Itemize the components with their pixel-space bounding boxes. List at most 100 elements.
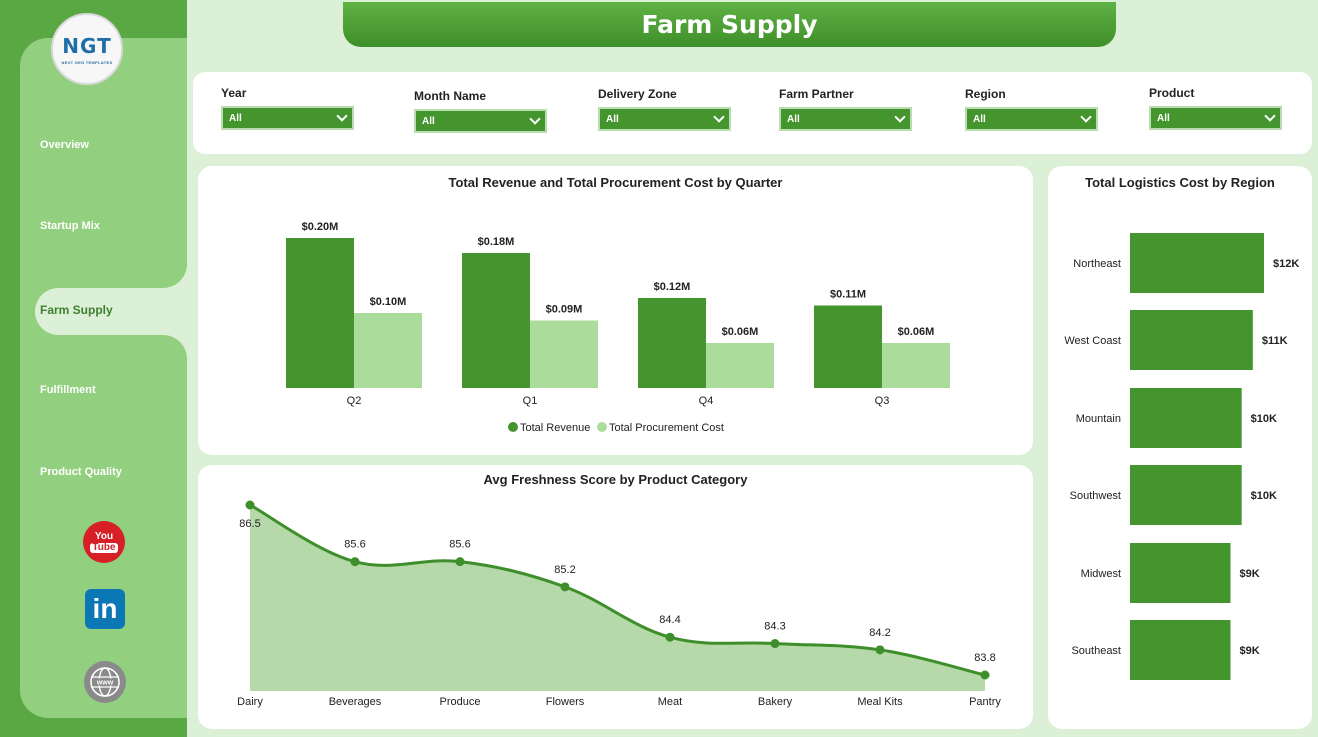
logistics-title: Total Logistics Cost by Region [1085, 175, 1275, 190]
web-text: www [96, 680, 114, 687]
bar-total-procurement-cost-q3 [882, 343, 950, 388]
sidebar-item-fulfillment[interactable]: Fulfillment [40, 384, 96, 396]
data-label: $12K [1273, 258, 1299, 270]
globe-icon: www [90, 667, 120, 697]
bar-total-procurement-cost-q1 [530, 320, 598, 388]
data-label: $0.12M [654, 281, 691, 293]
logo-subtext: NEXT GEN TEMPLATES [61, 59, 113, 65]
filter-farm-partner-dropdown[interactable]: All [779, 107, 912, 131]
data-label: 84.2 [869, 627, 890, 639]
data-label: $10K [1251, 490, 1277, 502]
chevron-down-icon [336, 110, 348, 122]
filter-delivery-zone: Delivery Zone All [598, 87, 731, 131]
filter-month-name: Month Name All [414, 89, 547, 133]
filter-delivery-zone-dropdown[interactable]: All [598, 107, 731, 131]
bar-total-procurement-cost-q4 [706, 343, 774, 388]
x-tick-label: Produce [440, 696, 481, 708]
filter-region-dropdown[interactable]: All [965, 107, 1098, 131]
nav-notch-bottom [140, 335, 187, 365]
sidebar-item-product-quality[interactable]: Product Quality [40, 466, 122, 478]
legend-label: Total Procurement Cost [609, 422, 724, 434]
data-label: 85.2 [554, 564, 575, 576]
data-label: 84.3 [764, 621, 785, 633]
y-tick-label: Southeast [1071, 645, 1121, 657]
legend-marker [508, 422, 518, 432]
x-tick-label: Meat [658, 696, 682, 708]
freshness-point-beverages [350, 557, 360, 567]
data-label: $0.11M [830, 289, 866, 301]
filter-region: Region All [965, 87, 1098, 131]
x-tick-label: Pantry [969, 696, 1001, 708]
x-tick-label: Meal Kits [857, 696, 903, 708]
revenue-procurement-title: Total Revenue and Total Procurement Cost… [448, 175, 783, 190]
chevron-down-icon [713, 111, 725, 123]
sidebar-item-startup-mix[interactable]: Startup Mix [40, 220, 100, 232]
youtube-text-top: You [94, 530, 114, 542]
y-tick-label: Southwest [1070, 490, 1121, 502]
freshness-point-flowers [560, 582, 570, 592]
data-label: $0.20M [302, 221, 339, 233]
data-label: $0.09M [546, 304, 583, 316]
bar-region-mountain [1130, 388, 1242, 448]
revenue-procurement-card: Total Revenue and Total Procurement Cost… [198, 166, 1033, 455]
filter-farm-partner-label: Farm Partner [779, 87, 854, 101]
filter-month-value: All [422, 115, 435, 127]
y-tick-label: Midwest [1081, 568, 1121, 580]
chevron-down-icon [529, 113, 541, 125]
x-tick-label: Q2 [347, 395, 362, 407]
data-label: $0.06M [722, 326, 759, 338]
data-label: 83.8 [974, 652, 995, 664]
filter-year-dropdown[interactable]: All [221, 106, 354, 130]
filter-year-label: Year [221, 86, 247, 100]
sidebar-item-overview[interactable]: Overview [40, 139, 89, 151]
sidebar-item-farm-supply[interactable]: Farm Supply [40, 303, 113, 317]
web-globe-icon[interactable]: www [84, 661, 126, 703]
data-label: $11K [1262, 335, 1288, 347]
nav-active-highlight [35, 288, 187, 335]
y-tick-label: Northeast [1073, 258, 1121, 270]
chevron-down-icon [894, 111, 906, 123]
filter-product-value: All [1157, 112, 1170, 124]
filter-year: Year All [221, 86, 354, 130]
bar-region-southwest [1130, 465, 1242, 525]
freshness-chart: 86.5 Dairy 85.6 Beverages 85.6 Produce 85.2 Flo… [237, 500, 1001, 708]
freshness-point-pantry [980, 670, 990, 680]
x-tick-label: Q1 [523, 395, 538, 407]
x-tick-label: Q4 [699, 395, 714, 407]
data-label: $9K [1240, 568, 1260, 580]
x-tick-label: Flowers [546, 696, 585, 708]
x-tick-label: Bakery [758, 696, 793, 708]
bar-region-northeast [1130, 233, 1264, 293]
youtube-icon[interactable]: You Tube [83, 521, 125, 563]
data-label: 85.6 [449, 539, 470, 551]
data-label: $9K [1240, 645, 1260, 657]
freshness-point-meal-kits [875, 645, 885, 655]
legend-marker [597, 422, 607, 432]
linkedin-icon[interactable]: in [85, 589, 125, 629]
filter-farm-partner: Farm Partner All [779, 87, 912, 131]
x-tick-label: Q3 [875, 395, 890, 407]
data-label: 86.5 [239, 518, 260, 530]
page-title: Farm Supply [641, 10, 818, 39]
freshness-point-meat [665, 632, 675, 642]
filter-delivery-zone-label: Delivery Zone [598, 87, 677, 101]
filter-month-dropdown[interactable]: All [414, 109, 547, 133]
data-label: 85.6 [344, 539, 365, 551]
youtube-text-bottom: Tube [90, 541, 118, 553]
freshness-card: Avg Freshness Score by Product Category … [198, 465, 1033, 729]
chevron-down-icon [1264, 110, 1276, 122]
filter-product-dropdown[interactable]: All [1149, 106, 1282, 130]
company-logo: NGT NEXT GEN TEMPLATES [51, 13, 123, 85]
filter-delivery-zone-value: All [606, 113, 619, 125]
bar-total-revenue-q4 [638, 298, 706, 388]
chevron-down-icon [1080, 111, 1092, 123]
bar-total-revenue-q2 [286, 238, 354, 388]
x-tick-label: Dairy [237, 696, 263, 708]
bar-region-midwest [1130, 543, 1231, 603]
freshness-point-bakery [770, 639, 780, 649]
linkedin-text: in [92, 593, 118, 624]
y-tick-label: Mountain [1076, 413, 1121, 425]
bar-total-revenue-q3 [814, 305, 882, 388]
freshness-area-fill [250, 505, 985, 691]
freshness-title: Avg Freshness Score by Product Category [483, 472, 748, 487]
